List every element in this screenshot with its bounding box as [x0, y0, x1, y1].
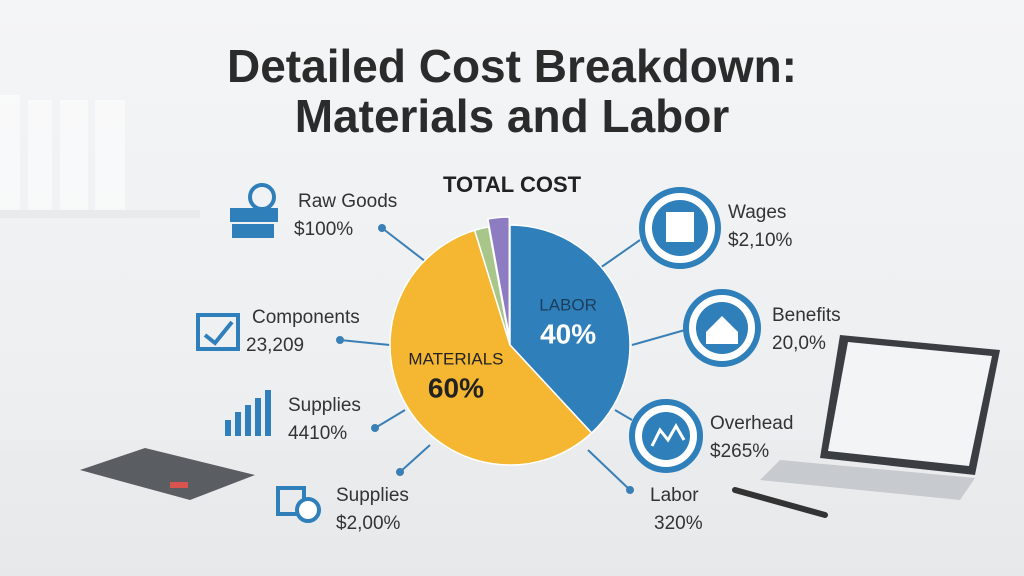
pie: LABOR 40% MATERIALS 60%	[389, 216, 631, 466]
callout-value: $265%	[710, 441, 769, 462]
callout-label: Components	[252, 307, 360, 328]
slice-label: LABOR	[539, 296, 597, 315]
connectors	[336, 224, 686, 494]
center-title: TOTAL COST	[443, 172, 582, 197]
subtitle: Materials and Labor	[295, 90, 730, 142]
callout-label: Benefits	[772, 305, 841, 326]
callout-value: $100%	[294, 219, 353, 240]
callout-label: Labor	[650, 485, 699, 506]
callout-label: Supplies	[288, 395, 361, 416]
callouts: Raw Goods $100% Components 23,209 Supplies 44…	[246, 191, 841, 534]
title: Detailed Cost Breakdown:	[227, 40, 797, 92]
pie-slice	[486, 216, 511, 338]
callout-value: 320%	[654, 513, 703, 534]
callout-label: Wages	[728, 202, 786, 223]
callout-value: 23,209	[246, 335, 304, 356]
callout-value: 4410%	[288, 423, 347, 444]
desk-decor	[0, 335, 1024, 576]
left-icons	[196, 183, 321, 523]
pie-slice	[389, 229, 593, 466]
slice-value: 60%	[428, 373, 484, 404]
slice-label: MATERIALS	[408, 350, 503, 369]
slice-value: 40%	[540, 319, 596, 350]
callout-label: Raw Goods	[298, 191, 397, 212]
shelf-decor	[0, 95, 200, 218]
callout-label: Overhead	[710, 413, 793, 434]
pie-slice	[509, 224, 631, 435]
callout-label: Supplies	[336, 485, 409, 506]
callout-value: 20,0%	[772, 333, 826, 354]
callout-value: $2,10%	[728, 230, 793, 251]
right-icons	[629, 187, 761, 473]
callout-value: $2,00%	[336, 513, 401, 534]
